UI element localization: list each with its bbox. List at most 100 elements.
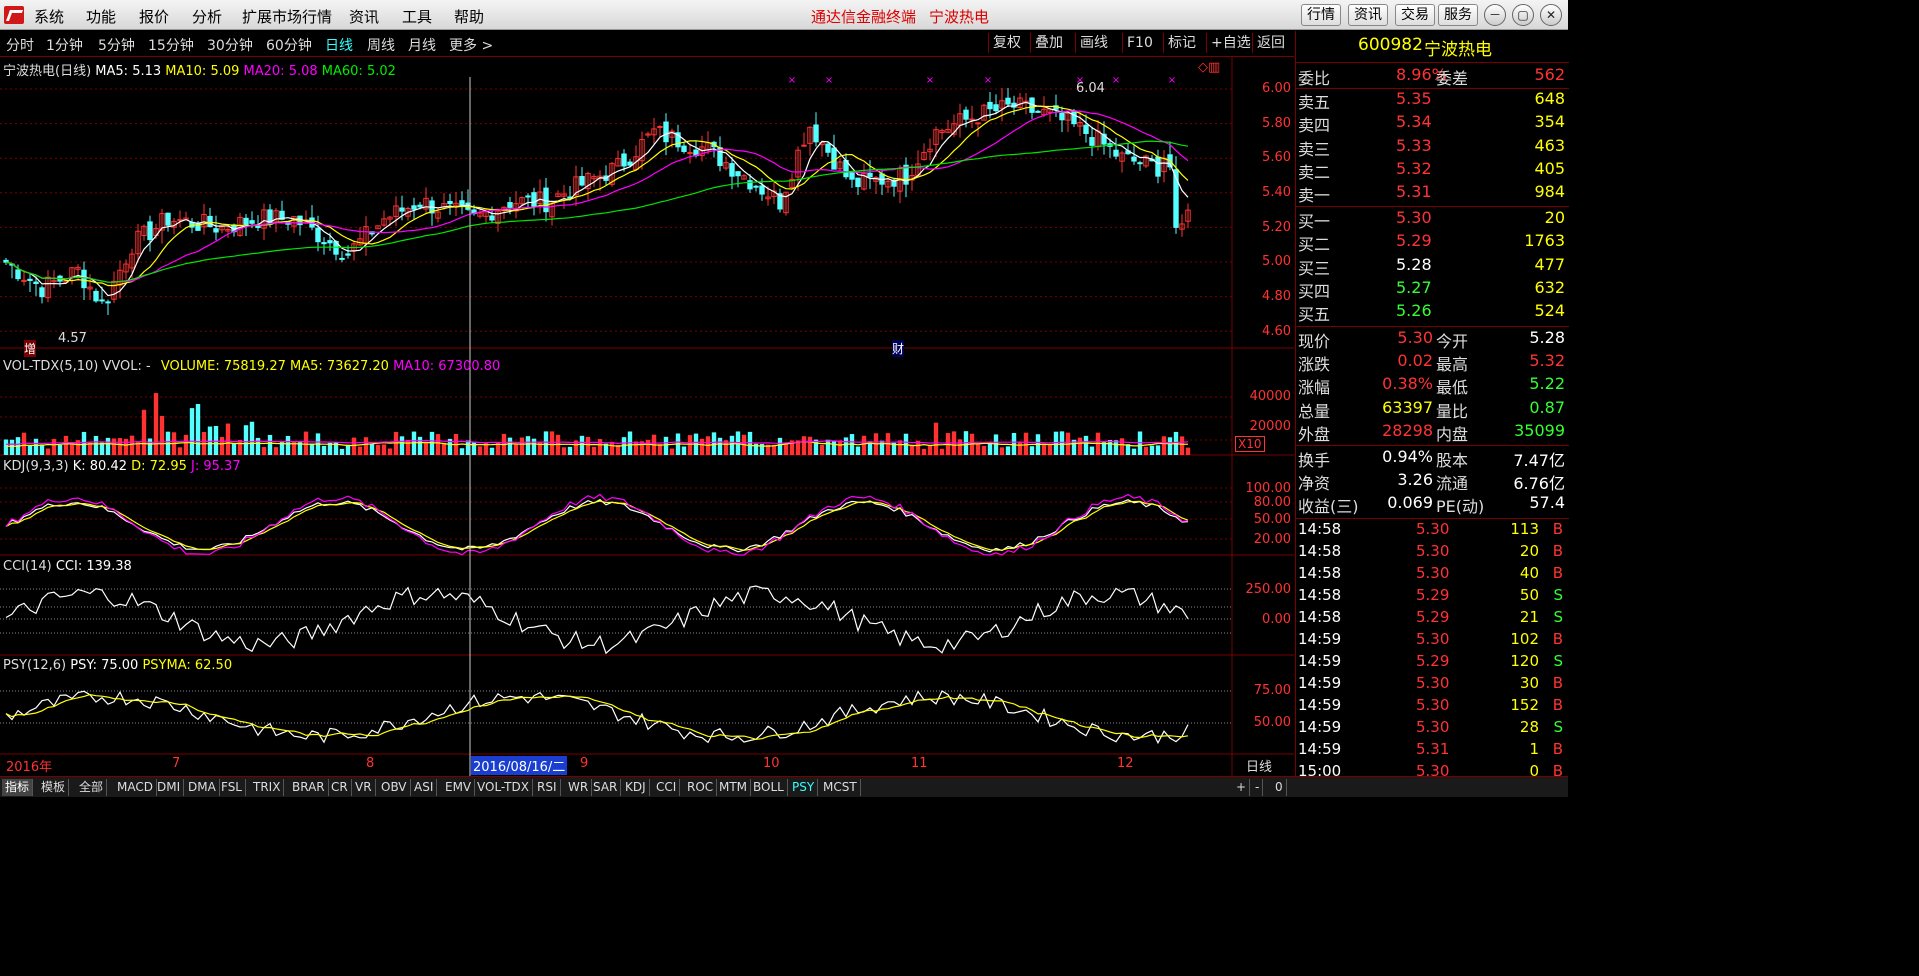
tool-draw[interactable]: 画线	[1075, 33, 1112, 53]
candle-body	[933, 129, 939, 145]
zoom-out-button[interactable]: -	[1252, 779, 1264, 796]
tool-back[interactable]: 返回	[1252, 33, 1289, 53]
period-month[interactable]: 月线	[408, 38, 436, 54]
tab-emv[interactable]: EMV	[442, 779, 476, 796]
tool-mark[interactable]: 标记	[1163, 33, 1200, 53]
zoom-in-button[interactable]: +	[1233, 779, 1251, 796]
ask-row[interactable]: 卖四 5.34 354	[1296, 112, 1569, 135]
tick-row[interactable]: 14:59 5.29 120 S	[1296, 652, 1569, 675]
period-week[interactable]: 周线	[367, 38, 395, 54]
tick-side: B	[1552, 740, 1563, 758]
tick-row[interactable]: 14:59 5.30 28 S	[1296, 718, 1569, 741]
volume-bar	[1029, 446, 1035, 455]
volume-bar	[729, 435, 735, 455]
ask-row[interactable]: 卖五 5.35 648	[1296, 89, 1569, 112]
service-button[interactable]: 服务	[1438, 4, 1478, 26]
tab-wr[interactable]: WR	[565, 779, 593, 796]
period-fenshi[interactable]: 分时	[6, 38, 34, 54]
candle-body	[627, 161, 633, 166]
tick-row[interactable]: 14:59 5.31 1 B	[1296, 740, 1569, 763]
menu-quote[interactable]: 报价	[139, 8, 170, 26]
period-1min[interactable]: 1分钟	[46, 38, 83, 54]
menu-help[interactable]: 帮助	[454, 8, 485, 26]
tab-macd[interactable]: MACD	[114, 779, 157, 796]
tick-row[interactable]: 14:58 5.30 20 B	[1296, 542, 1569, 565]
tick-volume: 40	[1519, 564, 1539, 582]
tab-cci[interactable]: CCI	[653, 779, 681, 796]
tick-row[interactable]: 14:58 5.30 113 B	[1296, 520, 1569, 543]
period-5min[interactable]: 5分钟	[98, 38, 135, 54]
tool-overlay[interactable]: 叠加	[1030, 33, 1067, 53]
info-button[interactable]: 资讯	[1348, 4, 1388, 26]
tab-sar[interactable]: SAR	[590, 779, 622, 796]
panel-collapse-icon[interactable]: ◇▥	[1198, 60, 1221, 75]
bid-row[interactable]: 买一 5.30 20	[1296, 208, 1569, 231]
psy-value-label: PSY: 75.00	[70, 658, 139, 673]
ask-row[interactable]: 卖一 5.31 984	[1296, 182, 1569, 205]
candle-body	[339, 257, 345, 260]
menu-ext-market[interactable]: 扩展市场行情	[242, 8, 333, 26]
bid-row[interactable]: 买五 5.26 524	[1296, 301, 1569, 324]
tab-all[interactable]: 全部	[76, 779, 108, 796]
tick-row[interactable]: 14:59 5.30 30 B	[1296, 674, 1569, 697]
period-60min[interactable]: 60分钟	[266, 38, 312, 54]
tab-trix[interactable]: TRIX	[250, 779, 285, 796]
tick-row[interactable]: 14:58 5.29 50 S	[1296, 586, 1569, 609]
candle-body	[987, 101, 993, 110]
tab-psy[interactable]: PSY	[789, 779, 819, 796]
menu-function[interactable]: 功能	[86, 8, 117, 26]
tick-row[interactable]: 15:00 5.30 0 B	[1296, 762, 1569, 785]
close-icon[interactable]: ✕	[1540, 4, 1562, 26]
zoom-reset-button[interactable]: 0	[1272, 779, 1287, 796]
tab-fsl[interactable]: FSL	[218, 779, 246, 796]
stat-value: 7.47亿	[1513, 451, 1565, 470]
tick-row[interactable]: 14:59 5.30 152 B	[1296, 696, 1569, 719]
ask-row[interactable]: 卖二 5.32 405	[1296, 159, 1569, 182]
tab-mtm[interactable]: MTM	[716, 779, 752, 796]
tab-kdj[interactable]: KDJ	[622, 779, 650, 796]
tool-fuquan[interactable]: 复权	[988, 33, 1025, 53]
mark-cai[interactable]: 财	[892, 340, 905, 357]
candle-body	[99, 299, 105, 302]
tool-add-watch[interactable]: +自选	[1206, 33, 1255, 53]
tick-row[interactable]: 14:58 5.29 21 S	[1296, 608, 1569, 631]
menu-analysis[interactable]: 分析	[192, 8, 223, 26]
tab-vr[interactable]: VR	[352, 779, 376, 796]
period-more[interactable]: 更多 >	[449, 38, 494, 54]
tab-template[interactable]: 模板	[38, 779, 70, 796]
period-day[interactable]: 日线	[325, 38, 353, 54]
tab-brar[interactable]: BRAR	[289, 779, 329, 796]
tab-vol-tdx[interactable]: VOL-TDX	[474, 779, 533, 796]
tick-row[interactable]: 14:58 5.30 40 B	[1296, 564, 1569, 587]
volume-bar	[261, 447, 267, 455]
trade-button[interactable]: 交易	[1395, 4, 1435, 26]
tab-boll[interactable]: BOLL	[750, 779, 788, 796]
tab-asi[interactable]: ASI	[411, 779, 438, 796]
restore-icon[interactable]: ▢	[1512, 4, 1534, 26]
tool-f10[interactable]: F10	[1122, 33, 1157, 53]
bid-row[interactable]: 买四 5.27 632	[1296, 278, 1569, 301]
tab-obv[interactable]: OBV	[378, 779, 411, 796]
kline-chart-area[interactable]: × × × × × × ×	[0, 57, 1294, 776]
tab-mcst[interactable]: MCST	[820, 779, 861, 796]
ask-row[interactable]: 卖三 5.33 463	[1296, 136, 1569, 159]
tick-row[interactable]: 14:59 5.30 102 B	[1296, 630, 1569, 653]
mark-zeng[interactable]: 增	[24, 340, 37, 357]
tab-rsi[interactable]: RSI	[534, 779, 561, 796]
period-30min[interactable]: 30分钟	[207, 38, 253, 54]
tab-dma[interactable]: DMA	[185, 779, 220, 796]
tab-cr[interactable]: CR	[328, 779, 352, 796]
bid-row[interactable]: 买三 5.28 477	[1296, 255, 1569, 278]
quote-header: 600982 宁波热电	[1296, 35, 1569, 60]
candle-body	[687, 151, 693, 155]
menu-system[interactable]: 系统	[34, 8, 65, 26]
period-15min[interactable]: 15分钟	[148, 38, 194, 54]
tab-roc[interactable]: ROC	[684, 779, 718, 796]
menu-tools[interactable]: 工具	[402, 8, 433, 26]
minimize-icon[interactable]: －	[1484, 4, 1506, 26]
quote-button[interactable]: 行情	[1301, 4, 1341, 26]
tab-zhibiao[interactable]: 指标	[2, 779, 34, 796]
bid-row[interactable]: 买二 5.29 1763	[1296, 231, 1569, 254]
tab-dmi[interactable]: DMI	[154, 779, 185, 796]
menu-info[interactable]: 资讯	[349, 8, 380, 26]
